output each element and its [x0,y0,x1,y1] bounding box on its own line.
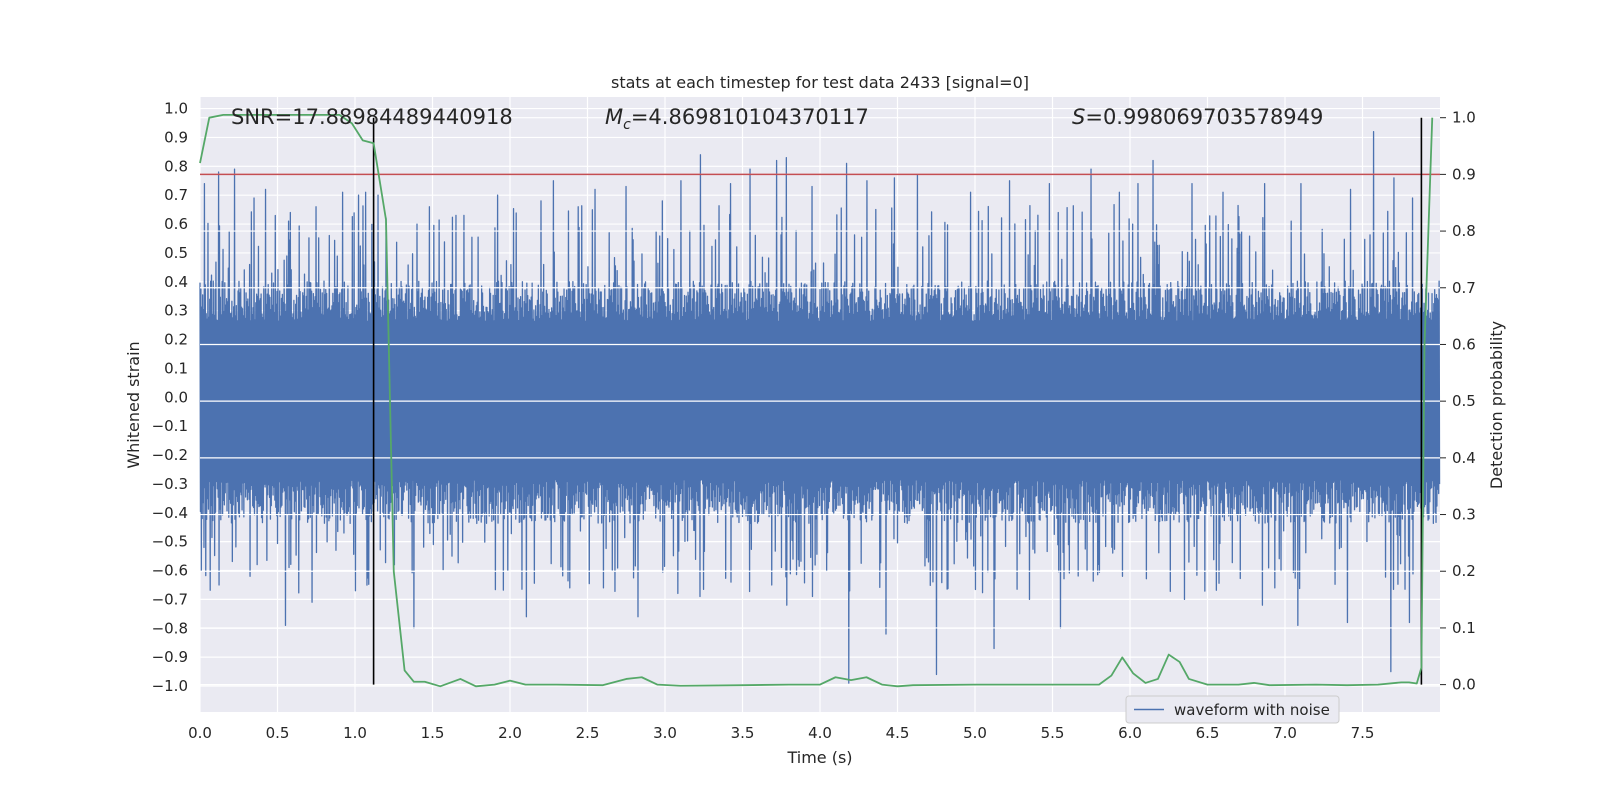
y-tick-label: −0.4 [152,504,188,522]
y-tick-label: 0.8 [164,157,188,175]
y-tick-label: 0.7 [164,186,188,204]
chart-title: stats at each timestep for test data 243… [611,73,1029,92]
y2-tick-label: 0.0 [1452,676,1476,694]
y2-tick-label: 0.1 [1452,619,1476,637]
x-tick-label: 2.0 [498,724,522,742]
legend-box [1125,695,1340,724]
y-axis-label: Whitened strain [124,341,143,468]
y-tick-label: −1.0 [152,677,188,695]
waveform-line [199,131,1441,684]
y-tick-label: 0.2 [164,331,188,349]
legend-label: waveform with noise [1174,701,1330,719]
y-tick-label: −0.9 [152,648,188,666]
y-tick-label: −0.2 [152,446,188,464]
x-tick-label: 4.0 [808,724,832,742]
y2-tick-label: 0.3 [1452,506,1476,524]
y2-axis-label: Detection probability [1487,321,1506,489]
x-tick-label: 3.0 [653,724,677,742]
y-tick-label: −0.8 [152,619,188,637]
y-tick-label: 0.3 [164,302,188,320]
waveform-series [199,131,1441,684]
y-tick-label: −0.1 [152,417,188,435]
x-tick-label: 3.5 [731,724,755,742]
y-tick-label: −0.5 [152,533,188,551]
y2-tick-label: 0.8 [1452,222,1476,240]
y-tick-label: 0.6 [164,215,188,233]
legend: waveform with noise [1125,695,1340,724]
y2-tick-label: 0.9 [1452,165,1476,183]
y-tick-label: 1.0 [164,100,188,118]
y2-axis-ticks: 1.0 0.9 0.8 0.7 0.6 0.5 0.4 0.3 0.2 0.1 0.0 [1440,109,1476,694]
x-tick-label: 1.5 [421,724,445,742]
chirp-mass-value: =4.869810104370117 [631,105,869,129]
y2-gridlines [200,117,1440,686]
y-tick-label: −0.6 [152,562,188,580]
chirp-mass-annotation: Mc=4.869810104370117 [605,105,869,133]
x-tick-label: 5.0 [963,724,987,742]
chirp-mass-subscript: c [623,117,631,133]
s-symbol: S [1072,105,1085,129]
x-tick-label: 7.0 [1273,724,1297,742]
y-tick-label: 0.0 [164,388,188,406]
x-tick-label: 0.0 [188,724,212,742]
y-tick-label: 0.5 [164,244,188,262]
x-tick-label: 4.5 [886,724,910,742]
y-tick-label: 0.1 [164,359,188,377]
x-tick-label: 7.5 [1351,724,1375,742]
x-tick-label: 6.5 [1196,724,1220,742]
probability-line [199,113,1434,688]
y2-tick-label: 0.7 [1452,279,1476,297]
snr-annotation: SNR=17.88984489440918 [231,105,513,129]
x-tick-label: 5.5 [1041,724,1065,742]
x-tick-label: 6.0 [1118,724,1142,742]
s-value: =0.998069703578949 [1085,105,1323,129]
y2-tick-label: 0.2 [1452,562,1476,580]
x-axis-label: Time (s) [786,748,852,767]
y-tick-label: 0.9 [164,128,188,146]
overlays [199,113,1440,688]
y2-tick-label: 0.6 [1452,335,1476,353]
x-tick-label: 1.0 [343,724,367,742]
y-tick-label: −0.7 [152,590,188,608]
y-tick-label: −0.3 [152,475,188,493]
x-axis-ticks: 0.0 0.5 1.0 1.5 2.0 2.5 3.0 3.5 4.0 4.5 5.0 5.5 6.0 6… [188,724,1374,742]
x-tick-label: 0.5 [266,724,290,742]
y2-tick-label: 0.4 [1452,449,1476,467]
y-tick-label: 0.4 [164,273,188,291]
y2-tick-label: 0.5 [1452,392,1476,410]
chirp-mass-symbol: M [605,105,623,129]
x-tick-label: 2.5 [576,724,600,742]
s-annotation: S=0.998069703578949 [1072,105,1323,129]
y-axis-ticks: 1.0 0.9 0.8 0.7 0.6 0.5 0.4 0.3 0.2 0.1 0.0 −0.1 −0.… [152,100,188,695]
y2-tick-label: 1.0 [1452,109,1476,127]
